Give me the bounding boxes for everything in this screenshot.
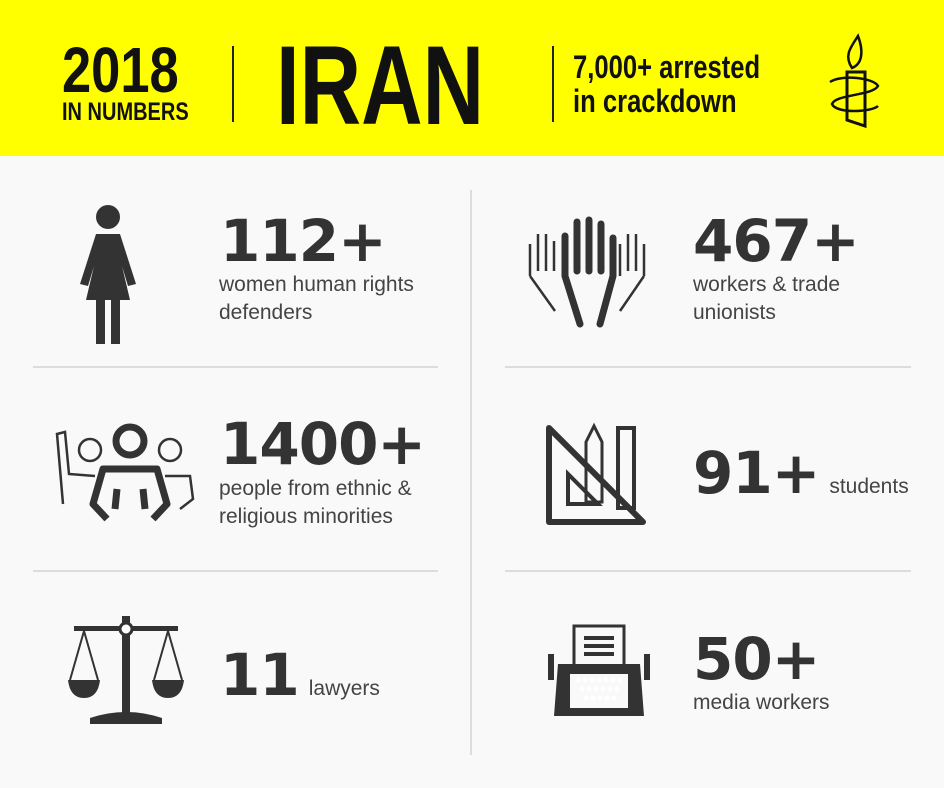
scales-of-justice-icon: [68, 616, 184, 724]
stat-label: defenders: [219, 301, 313, 324]
stat-label: media workers: [693, 691, 830, 714]
country-title: IRAN: [276, 30, 550, 142]
stat-label: students: [829, 475, 909, 498]
typewriter-key: [589, 677, 595, 683]
typewriter-key: [611, 695, 617, 701]
stat-number: 91+: [693, 439, 820, 507]
stat-label: lawyers: [308, 677, 380, 700]
stat-number: 11: [220, 641, 300, 709]
typewriter-key: [593, 686, 599, 692]
group-people-icon: [55, 423, 195, 522]
typewriter-key: [579, 686, 585, 692]
stat-number: 112+: [220, 207, 387, 275]
stat-number: 467+: [693, 207, 860, 275]
typewriter-key: [617, 677, 623, 683]
typewriter-key: [590, 695, 596, 701]
header-banner: 2018 IN NUMBERS IRAN 7,000+ arrested in …: [0, 0, 944, 156]
typewriter-key: [614, 686, 620, 692]
typewriter-key: [597, 695, 603, 701]
typewriter-key: [582, 677, 588, 683]
raised-hands-icon: [528, 216, 646, 328]
year-subtitle-text: IN NUMBERS: [62, 98, 189, 126]
stat-lawyers: 11 lawyers: [220, 646, 380, 704]
typewriter-key: [586, 686, 592, 692]
stat-number: 50+: [693, 625, 820, 693]
stat-label: workers & trade: [693, 273, 841, 296]
typewriter-key: [575, 677, 581, 683]
typewriter-key: [604, 695, 610, 701]
typewriter-key: [607, 686, 613, 692]
stat-label: women human rights: [219, 273, 414, 296]
year-subtitle: IN NUMBERS: [62, 100, 220, 125]
stat-label: religious minorities: [219, 505, 393, 528]
candle-barbed-wire-icon: [829, 33, 880, 129]
stat-students: 91+ students: [693, 444, 909, 502]
row-divider: [33, 366, 438, 368]
typewriter-key: [603, 677, 609, 683]
typewriter-key: [583, 695, 589, 701]
ruler-triangle-pencil-icon: [546, 422, 646, 525]
divider: [232, 46, 234, 122]
row-divider: [505, 570, 911, 572]
column-divider: [470, 190, 472, 755]
divider: [552, 46, 554, 122]
typewriter-icon: [548, 624, 650, 716]
typewriter-key: [610, 677, 616, 683]
row-divider: [505, 366, 911, 368]
stat-label: unionists: [693, 301, 776, 324]
stat-label: people from ethnic &: [219, 477, 412, 500]
typewriter-key: [600, 686, 606, 692]
row-divider: [33, 570, 438, 572]
year-text: 2018: [62, 34, 179, 106]
woman-icon: [80, 205, 136, 344]
country-text: IRAN: [276, 23, 485, 148]
year: 2018: [62, 34, 204, 106]
typewriter-key: [596, 677, 602, 683]
headline: 7,000+ arrested in crackdown: [573, 49, 761, 119]
stat-number: 1400+: [220, 410, 426, 478]
